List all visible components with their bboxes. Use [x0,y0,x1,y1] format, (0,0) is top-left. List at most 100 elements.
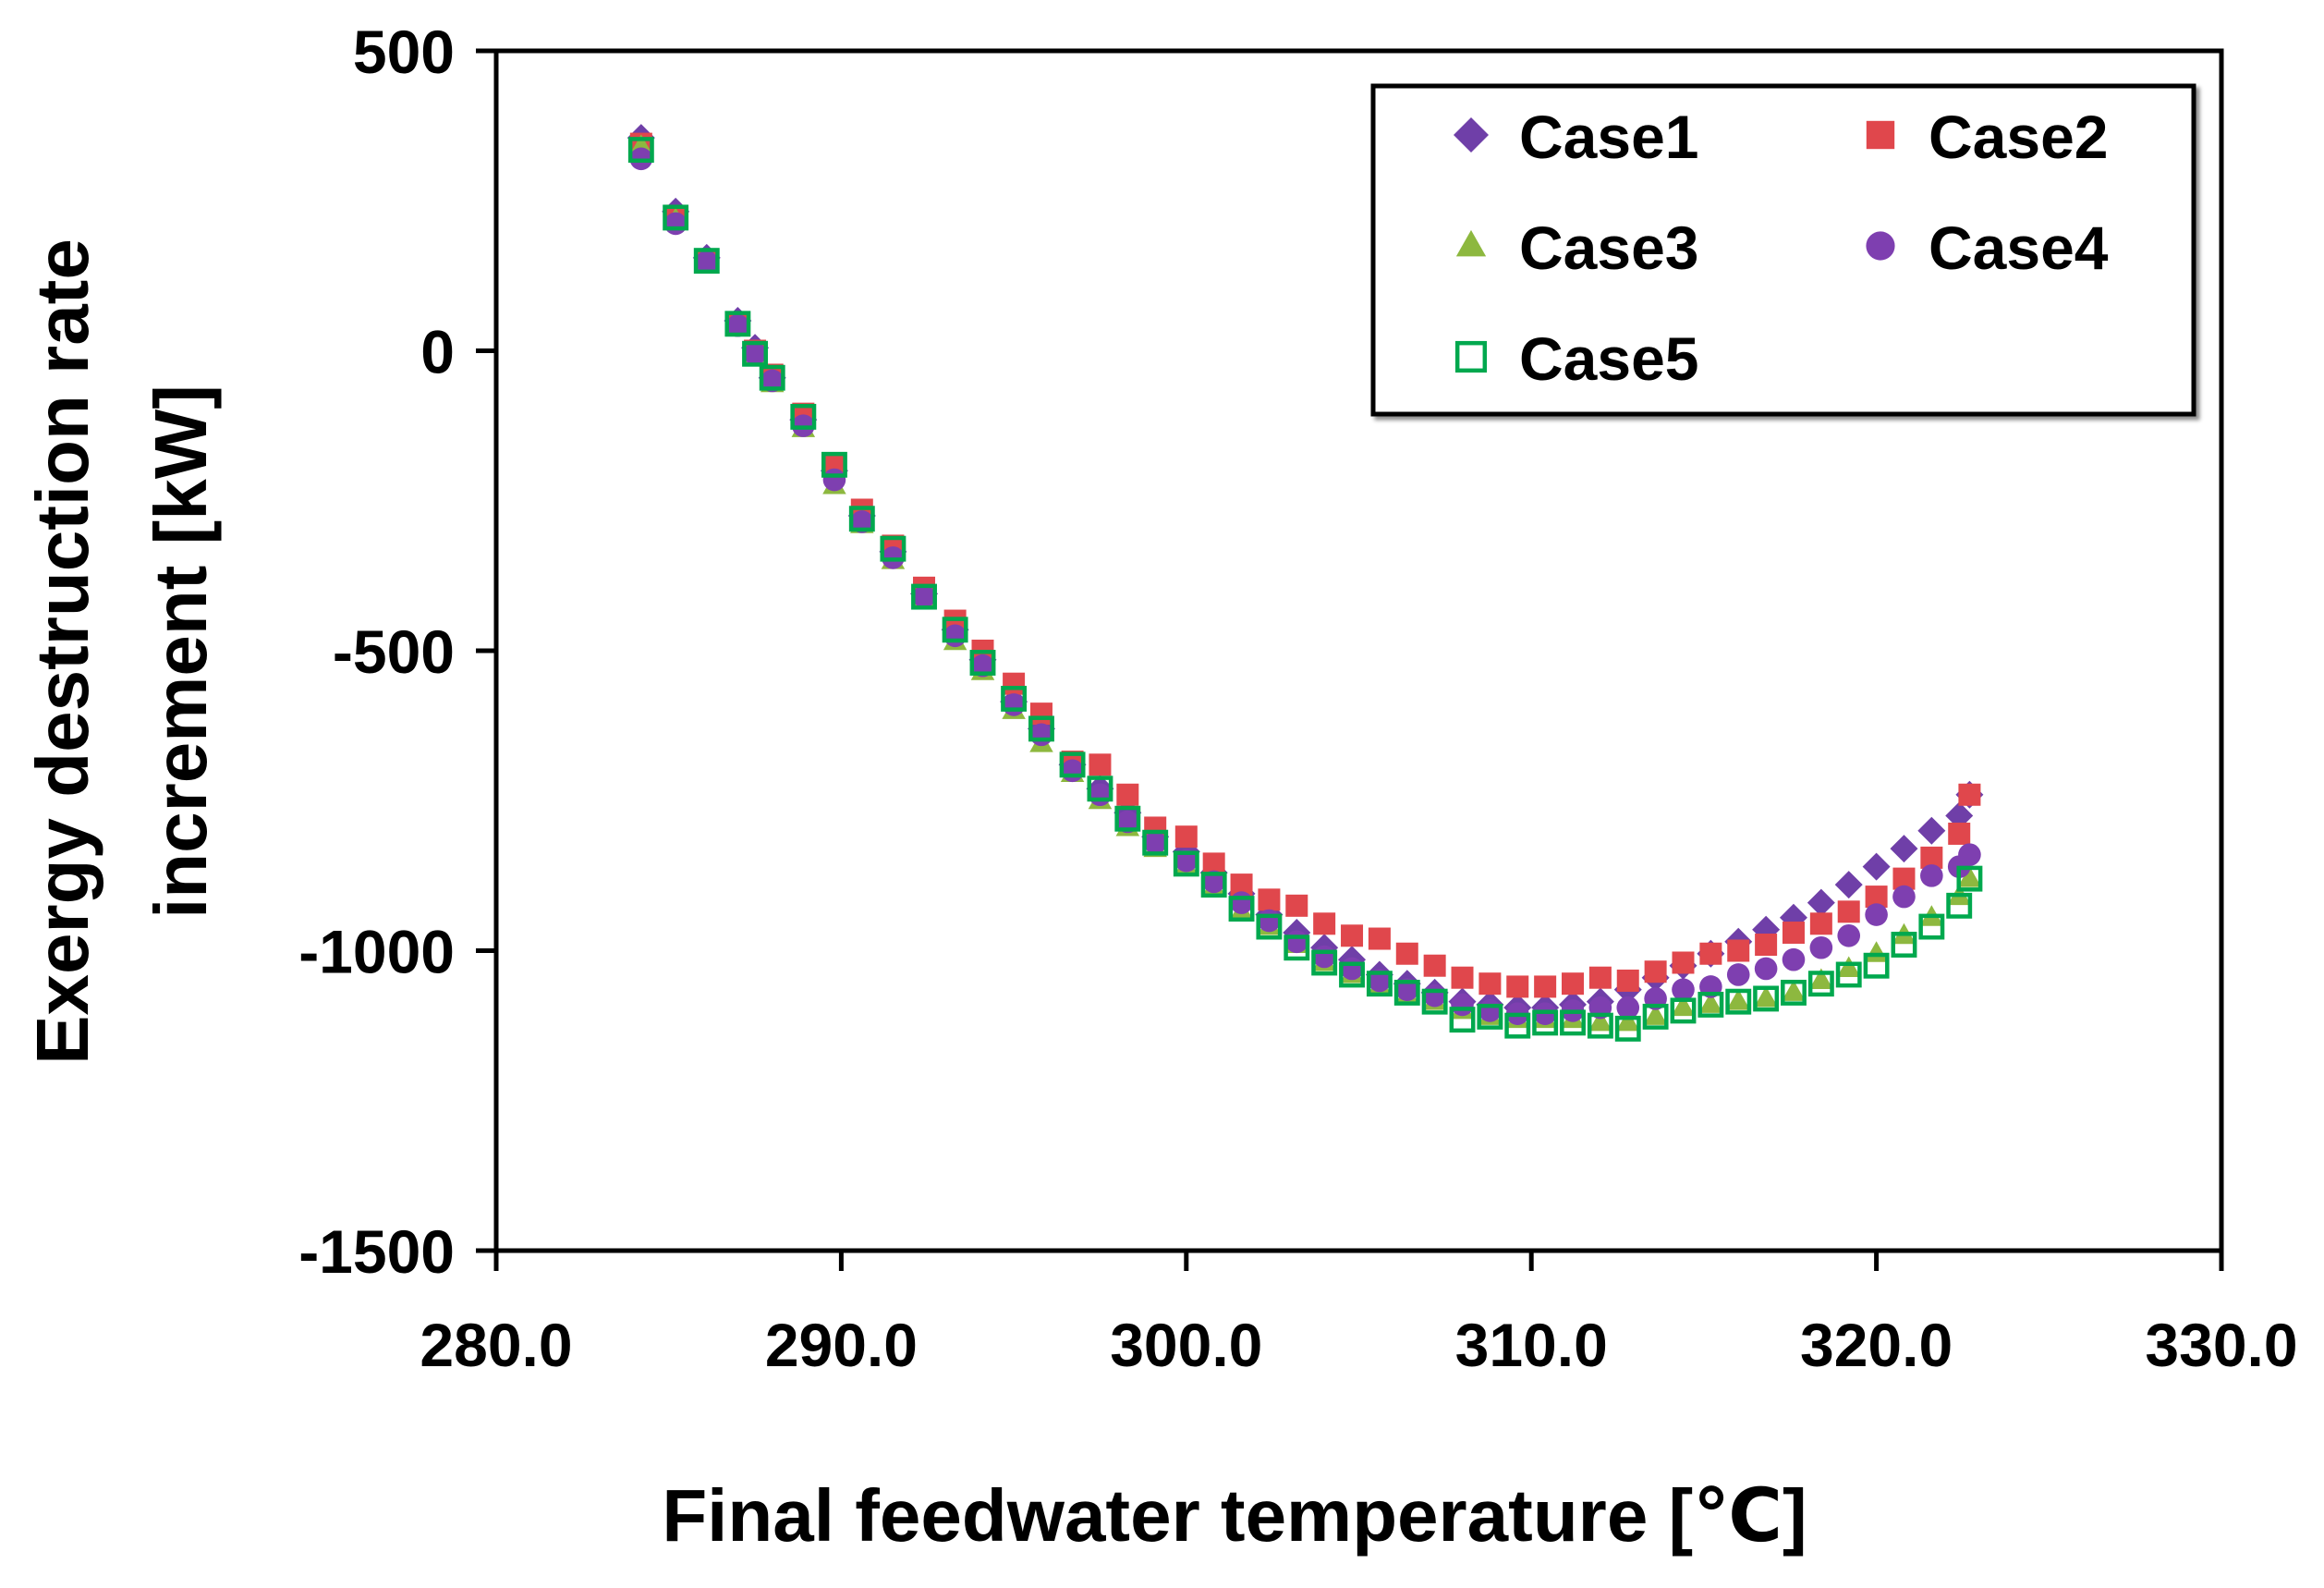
legend-item-case2: Case2 [1866,103,2109,171]
series-case5 [627,137,1983,1042]
data-point-case5 [1087,776,1113,802]
data-point-case3 [1782,980,1806,1001]
data-point-case4 [1865,903,1888,926]
data-point-case4 [1230,891,1253,914]
legend-label-case3: Case3 [1519,214,1699,282]
data-point-case5 [1560,1009,1586,1036]
data-point-case4 [760,369,785,393]
data-point-case4 [1920,864,1943,887]
data-point-case5 [1142,829,1169,856]
legend-label-case1: Case1 [1519,103,1699,171]
data-point-case2 [1029,702,1052,726]
data-point-case5 [1256,913,1283,940]
data-point-case4 [1423,983,1446,1008]
data-point-case5 [880,535,906,562]
data-point-case5 [1449,1007,1476,1033]
data-point-case4 [1892,885,1916,909]
legend-item-case1: Case1 [1454,103,1699,171]
data-point-case4 [1395,978,1419,1001]
data-point-case5 [942,617,968,643]
data-point-case5 [663,204,689,231]
data-point-case2 [1341,924,1364,947]
data-point-case2 [1116,783,1139,806]
x-tick-label: 280.0 [420,1311,572,1379]
data-point-case4 [1089,783,1112,807]
data-point-case4 [1368,969,1392,993]
data-point-case2 [1948,822,1971,845]
data-point-case1 [1917,816,1946,845]
y-axis-title-line1: Exergy destruction rate [21,238,103,1065]
x-tick-label: 300.0 [1110,1311,1262,1379]
data-point-case2 [1478,972,1502,996]
data-point-case2 [1534,975,1557,998]
data-point-case2 [1588,966,1612,989]
data-point-case5 [759,364,785,391]
data-point-case5 [1670,997,1697,1024]
data-point-case4 [1340,957,1364,981]
data-point-case5 [1918,913,1945,940]
data-point-case4 [1809,935,1833,959]
data-point-case4 [1478,999,1502,1022]
data-point-case5 [1863,952,1890,979]
data-point-case5 [1001,685,1028,712]
data-point-case4 [912,585,936,608]
data-point-case4 [1782,947,1806,971]
data-point-case5 [1200,872,1227,898]
data-point-case3 [1588,1009,1612,1032]
data-point-case4 [1202,870,1225,894]
data-point-case2 [1699,942,1722,965]
data-point-case5 [790,403,817,430]
data-point-case1 [1807,888,1835,917]
data-point-case1 [1890,835,1918,863]
data-point-case2 [1727,939,1750,962]
data-point-case5 [1891,932,1917,958]
data-point-case5 [1956,865,1983,892]
data-point-case5 [1366,971,1393,997]
data-point-case5 [1697,991,1724,1018]
data-point-case4 [943,624,967,648]
data-layer [627,124,1984,1042]
data-point-case4 [1312,945,1336,969]
data-point-case3 [1957,866,1982,887]
data-point-case2 [1837,900,1860,923]
data-point-case5 [1587,1012,1613,1039]
data-point-case2 [1616,969,1639,992]
data-point-case5 [1173,850,1199,877]
x-tick-label: 290.0 [765,1311,918,1379]
x-tick-label: 320.0 [1800,1311,1953,1379]
data-point-case2 [1313,912,1336,935]
data-point-case5 [1835,961,1862,988]
data-point-case5 [1946,892,1973,919]
data-point-case2 [1809,912,1832,935]
legend-marker-case4 [1866,231,1895,261]
data-point-case4 [1726,963,1750,986]
data-point-case4 [743,342,767,366]
data-point-case2 [1755,934,1778,957]
data-point-case5 [1393,979,1420,1006]
data-point-case1 [1834,871,1863,899]
data-point-case5 [1028,715,1054,742]
data-point-case5 [1311,949,1338,976]
data-point-case5 [1725,988,1752,1015]
y-axis-title: Exergy destruction rate increment [kW] [21,238,222,1065]
data-point-case5 [1642,1003,1669,1030]
data-point-case3 [1671,995,1696,1017]
data-point-case2 [1285,894,1308,917]
data-point-case5 [911,583,937,610]
legend-items: Case1 Case2 Case3 Case4 Case5 [1454,103,2109,393]
data-point-case5 [1114,805,1141,832]
data-point-case2 [1958,783,1981,806]
data-point-case5 [1532,1009,1559,1036]
data-point-case2 [1089,753,1112,776]
data-point-case5 [1504,1012,1531,1039]
y-tick-label: 500 [353,18,455,86]
data-point-case1 [1862,852,1891,881]
x-tick-label: 310.0 [1455,1311,1608,1379]
data-point-case5 [1807,971,1834,997]
data-point-case3 [1726,989,1750,1010]
data-point-case4 [1061,759,1084,783]
data-point-case4 [1258,909,1281,933]
legend: Case1 Case2 Case3 Case4 Case5 [1370,83,2196,417]
